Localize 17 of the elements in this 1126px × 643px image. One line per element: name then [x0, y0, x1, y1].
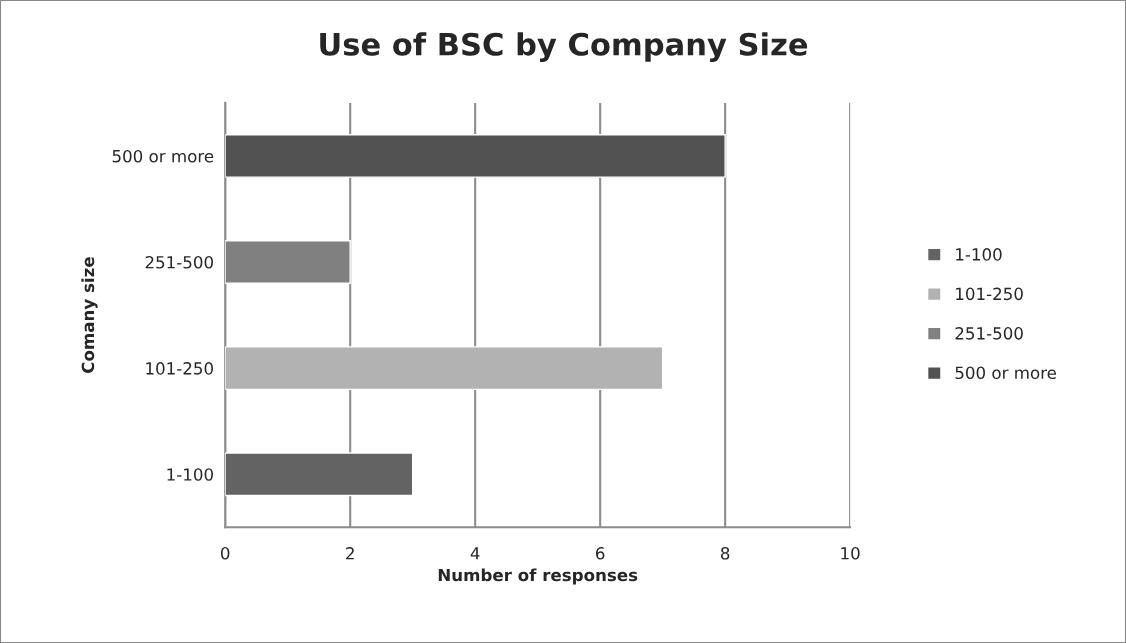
- x-tick-label: 10: [841, 547, 860, 560]
- legend-label: 1-100: [956, 248, 1002, 261]
- x-tick-label: 4: [470, 547, 480, 560]
- x-axis-title: Number of responses: [438, 568, 638, 585]
- x-tick-label: 0: [221, 547, 230, 560]
- x-tick-label: 2: [346, 547, 354, 560]
- x-tick-label: 6: [596, 547, 605, 560]
- legend-label: 251-500: [955, 327, 1023, 340]
- chart-title: Use of BSC by Company Size: [320, 32, 808, 62]
- y-tick-label: 251-500: [145, 255, 213, 269]
- y-axis-title: Comany size: [81, 257, 98, 373]
- legend-label: 101-250: [956, 287, 1023, 301]
- y-tick-label: 101-250: [146, 362, 213, 375]
- x-tick-label: 8: [720, 547, 730, 560]
- y-tick-label: 1-100: [167, 468, 213, 481]
- legend-label: 500 or more: [955, 366, 1057, 380]
- y-tick-label: 500 or more: [112, 149, 214, 163]
